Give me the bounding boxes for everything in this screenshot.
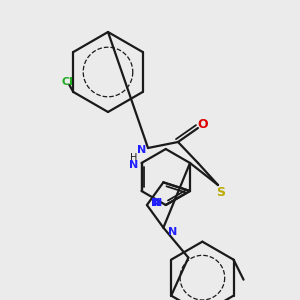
Text: N: N xyxy=(153,198,162,208)
Text: S: S xyxy=(217,187,226,200)
Text: H: H xyxy=(130,153,138,163)
Text: N: N xyxy=(137,145,147,155)
Text: N: N xyxy=(151,198,160,208)
Text: N: N xyxy=(129,160,138,170)
Text: N: N xyxy=(168,227,177,237)
Text: Cl: Cl xyxy=(61,77,73,87)
Text: O: O xyxy=(198,118,208,130)
